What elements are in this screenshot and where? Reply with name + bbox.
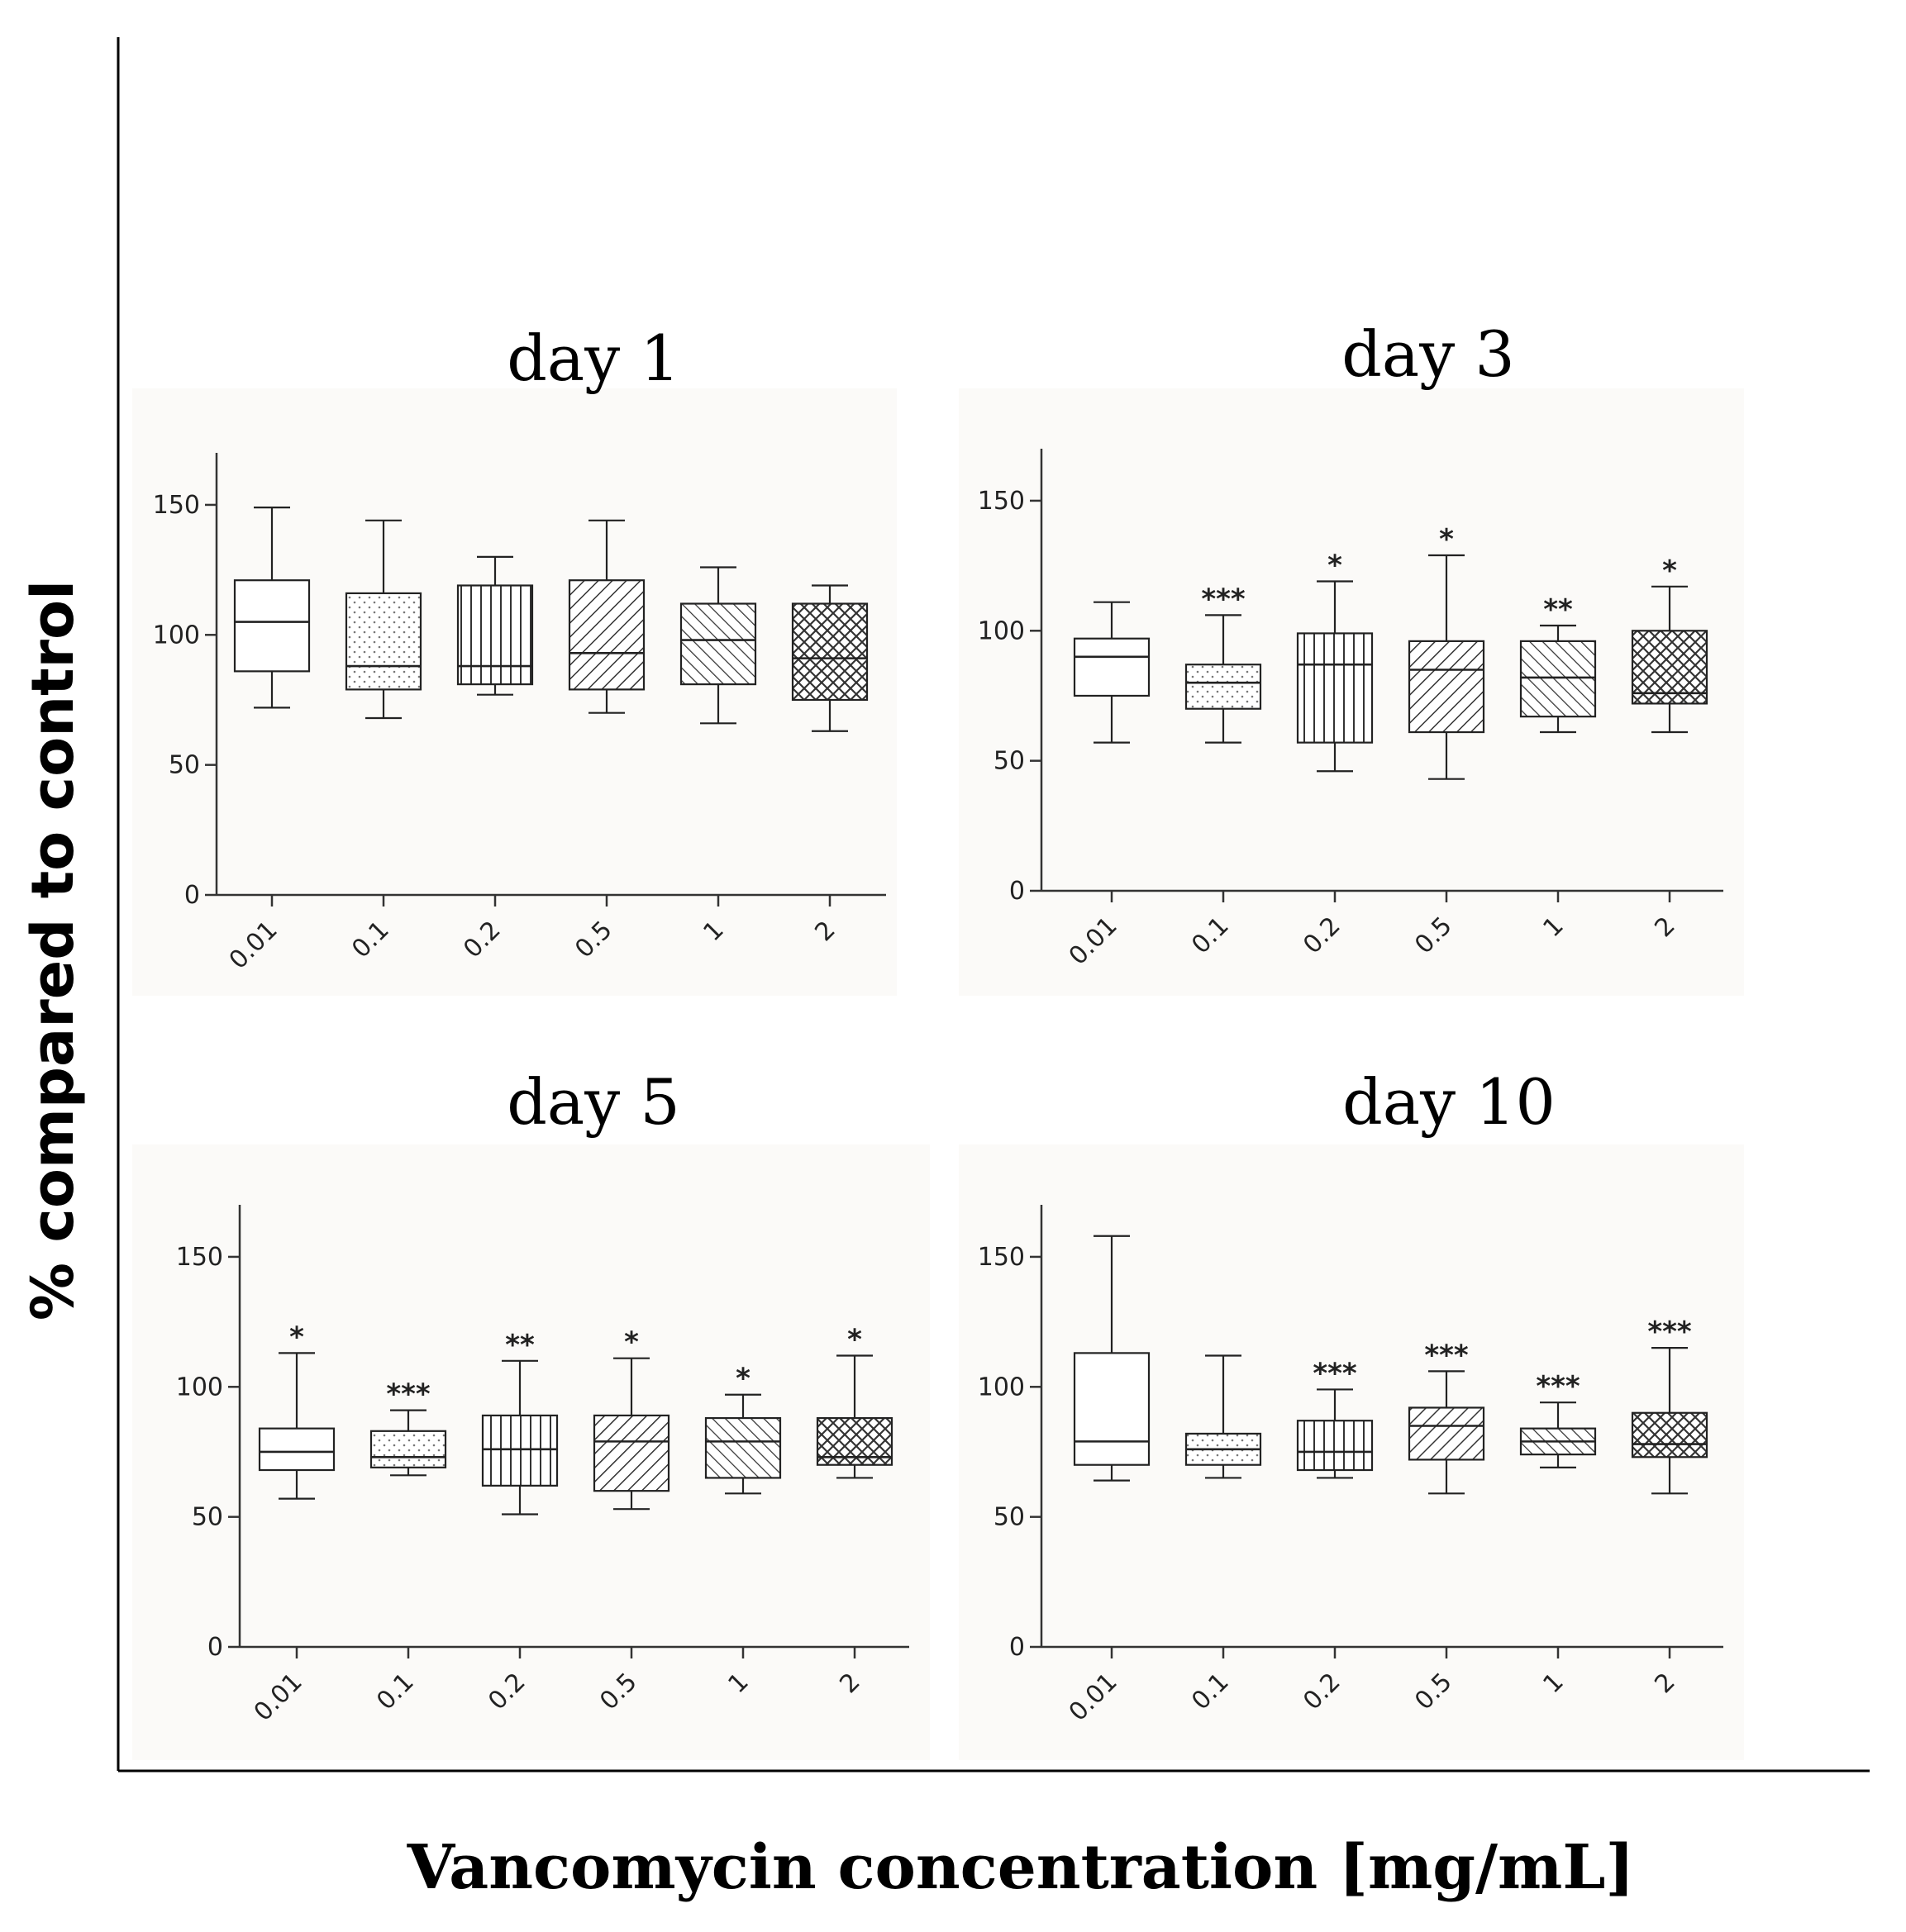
significance-label: * [847,1324,862,1357]
box-day1-1 [679,566,757,725]
box-day3-1: ** [1519,593,1597,734]
box-day5-0.1: *** [369,1378,447,1477]
box-body [1631,630,1708,705]
significance-label: * [736,1363,750,1396]
box-body [1631,1411,1708,1459]
box-day10-2: *** [1631,1316,1708,1495]
significance-label: * [1662,554,1677,588]
significance-label: * [1439,523,1454,556]
y-tick-label: 0 [1009,1633,1025,1662]
box-day1-0.5 [568,519,646,714]
box-body [1408,640,1485,734]
significance-label: *** [1647,1316,1692,1349]
box-body [1296,632,1374,744]
y-tick-label: 150 [978,1243,1025,1272]
box-body [1073,637,1151,697]
box-day5-0.01: * [258,1321,336,1500]
y-tick-label: 100 [978,616,1025,645]
y-tick-label: 100 [153,621,200,650]
box-day3-0.1: *** [1184,583,1262,744]
panel-title-day5: day 5 [507,1065,679,1139]
box-day10-0.2: *** [1296,1357,1374,1479]
box-day5-1: * [704,1363,782,1495]
box-body [233,579,311,673]
box-body [791,602,869,702]
figure-ylabel: % compared to control [19,580,87,1321]
panel-title-day1: day 1 [507,321,679,395]
significance-label: *** [1536,1370,1580,1403]
box-body [345,592,422,691]
box-body [1408,1406,1485,1461]
y-tick-label: 150 [153,491,200,520]
y-tick-label: 100 [176,1373,223,1401]
box-day5-2: * [816,1324,893,1479]
box-day1-2 [791,584,869,732]
significance-label: *** [1424,1339,1469,1372]
y-tick-label: 150 [176,1243,223,1272]
box-day1-0.1 [345,519,422,720]
significance-label: * [289,1321,304,1354]
box-body [1519,640,1597,718]
box-day3-0.01 [1073,601,1151,744]
panel-title-day10: day 10 [1342,1065,1556,1139]
significance-label: ** [1543,593,1573,626]
box-body [704,1416,782,1479]
box-body [481,1414,559,1487]
y-tick-label: 50 [169,751,200,780]
box-day1-0.2 [456,555,534,696]
box-day1-0.01 [233,506,311,709]
figure-xlabel: Vancomycin concentration [mg/mL] [407,1832,1635,1903]
box-day10-0.5: *** [1408,1339,1485,1495]
box-body [1296,1420,1374,1472]
y-tick-label: 50 [192,1503,223,1532]
y-tick-label: 50 [994,747,1025,776]
y-tick-label: 0 [207,1633,223,1662]
y-tick-label: 0 [184,881,200,910]
significance-label: * [1327,550,1342,583]
panel-title-day3: day 3 [1341,317,1514,391]
significance-label: *** [386,1378,431,1411]
significance-label: * [624,1326,639,1359]
box-body [456,584,534,686]
box-day10-0.1 [1184,1354,1262,1479]
box-body [1184,664,1262,710]
box-body [593,1414,670,1492]
significance-label: *** [1313,1357,1357,1390]
box-day5-0.2: ** [481,1329,559,1516]
box-body [369,1430,447,1468]
panel-bg-day1 [132,388,897,996]
y-tick-label: 100 [978,1373,1025,1401]
box-day3-2: * [1631,554,1708,734]
box-body [568,579,646,691]
significance-label: *** [1201,583,1246,616]
box-day3-0.2: * [1296,550,1374,773]
box-body [1073,1352,1151,1466]
box-day3-0.5: * [1408,523,1485,780]
box-day5-0.5: * [593,1326,670,1511]
y-tick-label: 50 [994,1503,1025,1532]
box-day10-1: *** [1519,1370,1597,1468]
y-tick-label: 0 [1009,877,1025,906]
y-tick-label: 150 [978,487,1025,516]
box-body [679,602,757,686]
significance-label: ** [505,1329,535,1362]
box-day10-0.01 [1073,1235,1151,1482]
box-body [258,1427,336,1472]
